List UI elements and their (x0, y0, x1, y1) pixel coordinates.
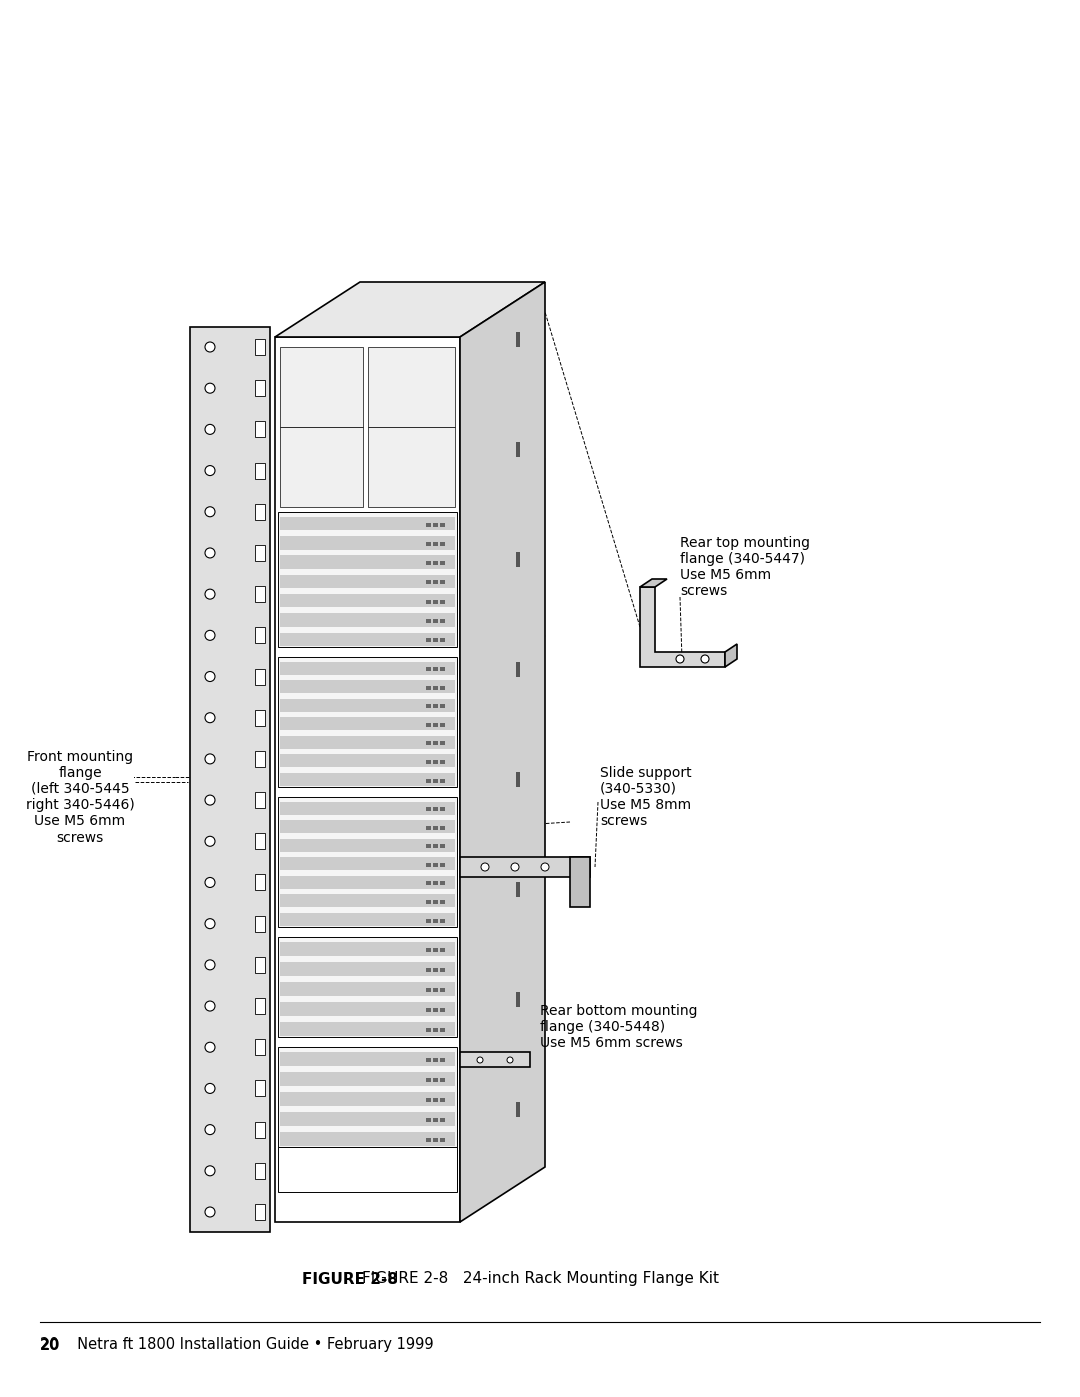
Bar (426, 1098, 431, 1102)
Bar (426, 778, 431, 782)
Bar (280, 662, 455, 675)
Bar (433, 826, 438, 830)
Bar (280, 717, 455, 731)
Bar (440, 562, 445, 566)
Bar (426, 638, 431, 643)
Bar (440, 863, 445, 866)
Polygon shape (725, 644, 737, 666)
Bar (433, 1139, 438, 1141)
Bar (440, 778, 445, 782)
Bar (440, 722, 445, 726)
Bar (440, 599, 445, 604)
Bar (280, 1023, 455, 1037)
Bar (255, 545, 265, 562)
Bar (515, 992, 519, 1007)
Circle shape (205, 672, 215, 682)
Polygon shape (190, 327, 270, 1232)
Bar (255, 710, 265, 725)
Polygon shape (278, 937, 457, 1037)
Bar (426, 988, 431, 992)
Text: 20: 20 (40, 1337, 60, 1352)
Bar (280, 820, 455, 833)
Bar (280, 982, 455, 996)
Bar (433, 949, 438, 951)
Bar (440, 580, 445, 584)
Bar (255, 587, 265, 602)
Bar (426, 1028, 431, 1032)
Polygon shape (278, 511, 457, 647)
Circle shape (205, 1166, 215, 1176)
Bar (433, 844, 438, 848)
Bar (433, 1118, 438, 1122)
Circle shape (511, 863, 519, 870)
Polygon shape (460, 1052, 530, 1067)
Bar (255, 339, 265, 355)
Bar (440, 1098, 445, 1102)
Bar (255, 997, 265, 1014)
Bar (515, 552, 519, 567)
Bar (515, 1102, 519, 1118)
Circle shape (205, 795, 215, 805)
Bar (280, 773, 455, 787)
Bar (433, 742, 438, 746)
Circle shape (205, 919, 215, 929)
Bar (440, 686, 445, 690)
Bar (255, 422, 265, 437)
Bar (440, 1139, 445, 1141)
Bar (440, 638, 445, 643)
Bar (440, 949, 445, 951)
Circle shape (205, 342, 215, 352)
Polygon shape (278, 1147, 457, 1192)
Bar (280, 613, 455, 627)
Bar (280, 594, 455, 608)
Bar (433, 988, 438, 992)
Bar (280, 680, 455, 693)
Bar (440, 1009, 445, 1011)
Bar (280, 1052, 455, 1066)
Bar (255, 462, 265, 479)
Bar (255, 1039, 265, 1055)
Bar (255, 504, 265, 520)
Bar (433, 882, 438, 886)
Bar (280, 1112, 455, 1126)
Bar (440, 900, 445, 904)
Bar (426, 882, 431, 886)
Bar (440, 807, 445, 812)
Circle shape (541, 863, 549, 870)
Circle shape (205, 383, 215, 393)
Bar (440, 1058, 445, 1062)
Bar (426, 722, 431, 726)
Text: Rear bottom mounting
flange (340-5448)
Use M5 6mm screws: Rear bottom mounting flange (340-5448) U… (540, 1004, 698, 1051)
Circle shape (481, 863, 489, 870)
Bar (440, 918, 445, 922)
Bar (433, 722, 438, 726)
Bar (426, 826, 431, 830)
Bar (440, 988, 445, 992)
Bar (433, 542, 438, 546)
Bar (255, 915, 265, 932)
Polygon shape (570, 856, 590, 907)
Circle shape (205, 425, 215, 434)
Bar (426, 1009, 431, 1011)
Bar (433, 704, 438, 708)
Circle shape (205, 548, 215, 557)
Bar (280, 754, 455, 767)
Bar (515, 332, 519, 346)
Bar (440, 1118, 445, 1122)
Bar (433, 968, 438, 972)
Bar (440, 760, 445, 764)
Bar (280, 1132, 455, 1146)
Circle shape (205, 590, 215, 599)
Bar (255, 833, 265, 849)
Bar (426, 580, 431, 584)
Text: FIGURE 2-8   24-inch Rack Mounting Flange Kit: FIGURE 2-8 24-inch Rack Mounting Flange … (362, 1271, 718, 1287)
Bar (367, 427, 455, 507)
Bar (280, 894, 455, 908)
Circle shape (205, 630, 215, 640)
Circle shape (205, 1125, 215, 1134)
Bar (426, 562, 431, 566)
Bar (433, 1078, 438, 1083)
Bar (280, 914, 455, 926)
Polygon shape (278, 798, 457, 928)
Bar (367, 346, 455, 427)
